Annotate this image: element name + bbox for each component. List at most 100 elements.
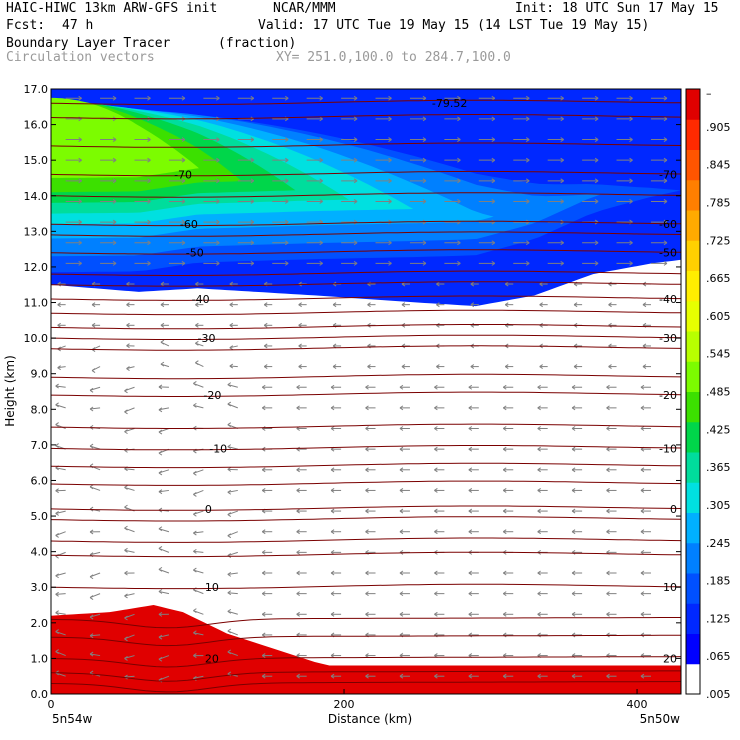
colorbar-swatch <box>686 361 700 392</box>
vector-arrowhead <box>78 240 82 246</box>
temperature-contour <box>51 656 681 668</box>
vector-arrowhead <box>124 547 128 553</box>
vector-arrowhead <box>55 649 59 654</box>
vector-arrowhead <box>468 446 473 452</box>
vector-arrowhead <box>608 364 612 370</box>
vector-arrowhead <box>261 384 266 390</box>
vector-arrowhead <box>193 511 197 517</box>
circulation-vector <box>89 386 101 391</box>
vector-arrowhead <box>571 467 576 473</box>
vector-arrowhead <box>502 611 507 617</box>
vector-arrowhead <box>55 511 59 516</box>
vector-arrowhead <box>571 405 576 411</box>
vector-arrowhead <box>642 364 647 370</box>
vector-arrowhead <box>112 240 117 246</box>
circulation-vector <box>89 613 101 618</box>
vector-arrowhead <box>502 673 507 679</box>
circulation-vector <box>55 385 66 388</box>
circulation-vector <box>124 675 135 678</box>
vector-arrowhead <box>457 116 461 122</box>
vector-arrowhead <box>399 529 404 535</box>
circulation-vector <box>158 489 170 493</box>
vector-arrowhead <box>147 240 151 246</box>
vector-arrowhead <box>457 157 461 163</box>
vector-arrowhead <box>57 322 61 328</box>
vector-arrowhead <box>388 178 392 184</box>
vector-arrowhead <box>91 368 96 373</box>
contour-label: -10 <box>209 442 227 455</box>
vector-arrowhead <box>502 570 507 576</box>
contour-label-right: -20 <box>659 389 677 402</box>
vector-arrowhead <box>539 364 543 370</box>
colorbar-swatch <box>686 663 700 695</box>
vector-arrowhead <box>158 450 163 456</box>
vector-arrowhead <box>284 260 289 266</box>
vector-arrowhead <box>606 508 610 514</box>
vector-arrowhead <box>537 384 541 390</box>
colorbar-swatch <box>686 270 700 302</box>
vector-arrowhead <box>640 467 645 473</box>
y-tick-label: 14.0 <box>24 190 49 203</box>
vector-arrowhead <box>55 573 59 579</box>
vector-arrowhead <box>537 570 541 576</box>
vector-arrowhead <box>124 409 128 415</box>
vector-arrowhead <box>594 137 599 142</box>
temperature-contour <box>51 345 681 351</box>
vector-arrowhead <box>158 589 163 594</box>
vector-arrowhead <box>330 488 335 493</box>
vector-arrowhead <box>193 492 197 497</box>
colorbar-label: .365 <box>706 461 731 474</box>
vector-arrowhead <box>330 570 335 576</box>
vector-arrowhead <box>193 402 197 408</box>
contour-label-right: -60 <box>659 218 677 231</box>
temperature-contour <box>51 516 681 522</box>
vector-arrowhead <box>504 302 509 308</box>
vector-arrowhead <box>89 633 94 639</box>
vector-arrowhead <box>250 260 255 266</box>
vector-arrowhead <box>457 240 461 246</box>
y-tick-label: 15.0 <box>24 154 49 167</box>
vector-arrowhead <box>353 260 358 266</box>
temperature-contour <box>51 334 681 340</box>
circulation-vector <box>227 384 238 388</box>
y-tick-label: 6.0 <box>31 474 49 487</box>
vector-arrowhead <box>468 384 473 390</box>
contour-label: 0 <box>205 503 212 516</box>
circulation-vector <box>193 632 204 636</box>
vector-arrowhead <box>571 673 576 679</box>
vector-arrowhead <box>78 260 82 266</box>
circulation-vector <box>89 551 101 556</box>
vector-arrowhead <box>55 443 59 449</box>
vector-arrowhead <box>78 219 82 225</box>
vector-arrowhead <box>365 591 369 597</box>
vector-arrowhead <box>332 302 337 308</box>
vector-arrowhead <box>399 488 404 493</box>
vector-arrowhead <box>353 116 358 122</box>
vector-arrowhead <box>124 615 128 621</box>
vector-arrowhead <box>319 157 323 163</box>
vector-arrowhead <box>126 302 130 308</box>
temperature-contour <box>51 99 681 106</box>
vector-arrowhead <box>160 339 165 345</box>
x-tick-label: 200 <box>334 698 355 711</box>
circulation-vector <box>55 572 66 577</box>
vector-arrowhead <box>436 302 440 308</box>
temperature-contour <box>51 170 681 177</box>
vector-arrowhead <box>227 608 232 614</box>
vector-arrowhead <box>296 529 300 535</box>
temperature-contour <box>51 324 681 330</box>
vector-arrowhead <box>296 653 300 658</box>
vector-arrowhead <box>560 260 564 266</box>
vector-arrowhead <box>181 260 186 266</box>
vector-arrowhead <box>640 384 645 390</box>
circulation-vector <box>227 592 238 595</box>
y-tick-label: 17.0 <box>24 83 49 96</box>
vector-arrowhead <box>353 178 358 184</box>
vector-arrowhead <box>57 302 61 308</box>
init-time: Init: 18 UTC Sun 17 May 15 <box>515 1 719 16</box>
contour-label-right: -30 <box>659 332 677 345</box>
vector-arrowhead <box>629 116 633 122</box>
vector-arrowhead <box>55 533 59 538</box>
contour-label: -70 <box>174 168 192 181</box>
vector-arrowhead <box>55 402 59 408</box>
